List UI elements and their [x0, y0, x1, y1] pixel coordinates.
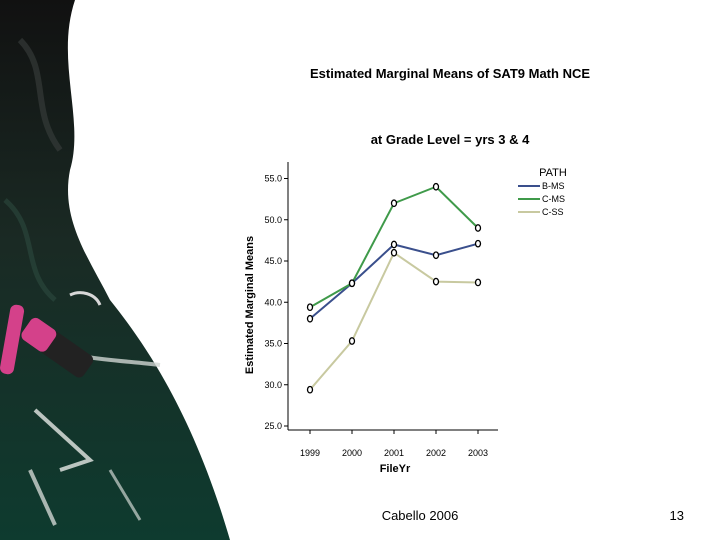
- y-tick-label: 50.0: [264, 215, 282, 225]
- data-point-b-ms: [390, 240, 398, 249]
- legend-label-c-ms: C-MS: [542, 194, 565, 204]
- series-lines: [309, 185, 479, 391]
- y-tick-label: 30.0: [264, 380, 282, 390]
- y-tick-label: 45.0: [264, 256, 282, 266]
- data-point-c-ss: [348, 337, 356, 345]
- data-point-c-ms: [390, 199, 398, 208]
- legend-label-c-ss: C-SS: [542, 207, 564, 217]
- data-point-b-ms: [306, 314, 314, 323]
- chart-axes: 25.0 30.0 35.0 40.0 45.0 50.0 55.0 1999 2000 2001…: [264, 162, 498, 458]
- x-axis-label: FileYr: [380, 463, 411, 475]
- legend-title: PATH: [539, 167, 567, 179]
- page-number: 13: [669, 508, 684, 523]
- data-point-c-ms: [474, 224, 482, 232]
- series-points: [306, 182, 482, 394]
- x-tick-label: 2002: [426, 448, 446, 458]
- y-axis-label: Estimated Marginal Means: [244, 236, 256, 374]
- data-point-b-ms: [474, 239, 482, 248]
- x-tick-label: 1999: [300, 448, 320, 458]
- chalkboard-decoration: [0, 0, 230, 540]
- series-line-c-ss: [309, 251, 479, 391]
- footer-author: Cabello 2006: [381, 508, 459, 523]
- data-point-c-ms: [432, 182, 440, 191]
- data-point-c-ms: [306, 303, 314, 312]
- y-tick-label: 35.0: [264, 339, 282, 349]
- chart-title: Estimated Marginal Means of SAT9 Math NC…: [309, 66, 591, 81]
- y-tick-label: 25.0: [264, 421, 282, 431]
- data-point-c-ss: [474, 278, 482, 287]
- x-tick-label: 2001: [384, 448, 404, 458]
- y-tick-label: 55.0: [264, 174, 282, 184]
- data-point-c-ss: [390, 248, 398, 257]
- data-point-c-ms: [348, 279, 356, 288]
- x-tick-label: 2003: [468, 448, 488, 458]
- x-tick-label: 2000: [342, 448, 362, 458]
- chart-subtitle: at Grade Level = yrs 3 & 4: [370, 132, 530, 147]
- legend-label-b-ms: B-MS: [542, 181, 565, 191]
- data-point-c-ss: [432, 277, 440, 286]
- y-tick-label: 40.0: [264, 297, 282, 307]
- data-point-c-ss: [306, 385, 314, 394]
- data-point-b-ms: [432, 251, 440, 260]
- chart-legend: PATH B-MS C-MS C-SS: [518, 167, 567, 217]
